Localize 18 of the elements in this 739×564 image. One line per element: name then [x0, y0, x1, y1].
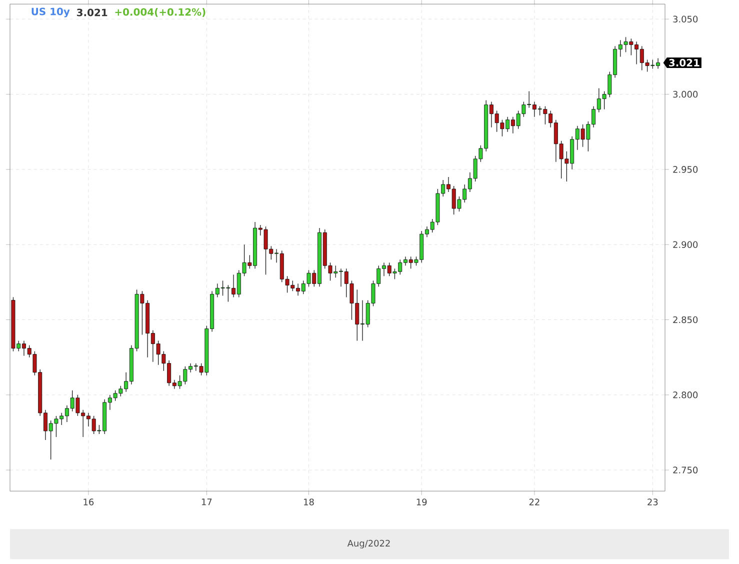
- x-tick-label: 22: [529, 498, 540, 506]
- y-tick-label: 2.950: [673, 166, 698, 173]
- x-tick-label: 16: [84, 498, 94, 506]
- chart-subtitle: 3.021: [76, 8, 108, 16]
- chart-title: US 10y: [32, 8, 70, 18]
- y-tick-label: 3.050: [673, 16, 698, 22]
- y-tick-label: 2.750: [673, 466, 698, 474]
- x-tick-label: 23: [648, 498, 658, 506]
- y-tick-label: 2.800: [673, 391, 698, 398]
- y-tick-label: 2.850: [673, 316, 698, 324]
- x-tick-label: 17: [202, 498, 212, 506]
- annotation: +0.004(+0.12%): [115, 8, 206, 17]
- y-tick-label: 3.000: [673, 90, 698, 98]
- text: 3.021: [669, 58, 700, 66]
- y-tick-label: 2.900: [673, 241, 698, 248]
- x-tick-label: 19: [416, 498, 427, 506]
- x-axis-title: Aug/2022: [347, 540, 390, 548]
- x-tick-label: 18: [304, 498, 314, 506]
